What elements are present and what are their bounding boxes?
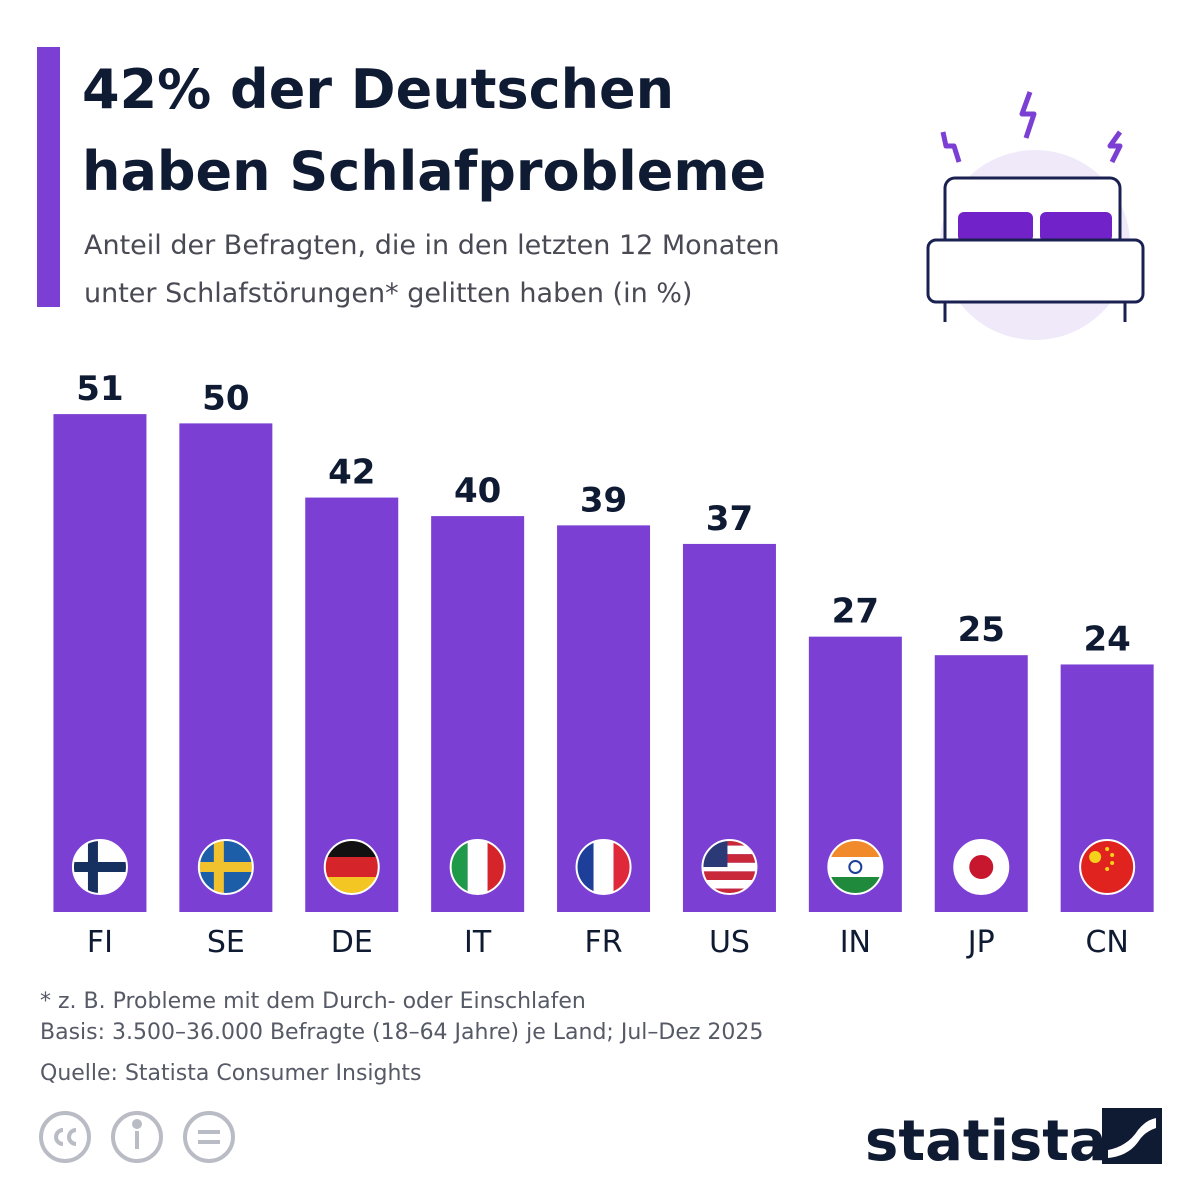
x-tick-label: IN (840, 925, 871, 960)
flag (1105, 867, 1110, 871)
flag (1080, 840, 1135, 894)
flag (848, 860, 863, 874)
x-tick-label: FI (87, 925, 113, 960)
license-icons (39, 1111, 235, 1163)
flag-icon (953, 839, 1010, 895)
value-label: 27 (832, 592, 879, 632)
x-tick-label: FR (584, 925, 622, 960)
flag (72, 840, 127, 894)
x-tick-label: US (709, 925, 750, 960)
brand-mark (1102, 1108, 1162, 1164)
brand-logo: statista (865, 1109, 1107, 1174)
flag-border (701, 839, 758, 895)
flag-icon (323, 839, 380, 895)
flag (954, 840, 1009, 894)
value-label: 39 (580, 480, 627, 520)
flag-icon (71, 839, 128, 895)
value-label: 25 (958, 610, 1005, 650)
bar (179, 423, 273, 912)
flag-icon (701, 839, 758, 895)
subtitle: Anteil der Befragten, die in den letzten… (84, 230, 780, 261)
flag (969, 855, 994, 879)
x-tick-label: CN (1085, 925, 1128, 960)
flag (467, 840, 488, 894)
flag (1110, 861, 1115, 865)
x-tick-label: SE (207, 925, 245, 960)
flag (828, 857, 883, 877)
x-tick-label: DE (331, 925, 373, 960)
flag-icon (827, 839, 884, 895)
chart-title: 42% der Deutschen (82, 58, 674, 121)
flag (1105, 847, 1110, 851)
flag (702, 840, 757, 846)
flag-icon (575, 839, 632, 895)
flag-icon (1079, 839, 1136, 895)
value-label: 24 (1083, 619, 1130, 659)
flag-border (323, 839, 380, 895)
flag-border (953, 839, 1010, 895)
flag (702, 888, 757, 894)
value-label: 42 (328, 453, 375, 493)
flag (593, 840, 614, 894)
x-tick-label: JP (966, 925, 995, 960)
value-label: 50 (202, 378, 249, 418)
footnote: * z. B. Probleme mit dem Durch- oder Ein… (40, 989, 586, 1014)
bar (53, 414, 147, 912)
footnote: Basis: 3.500–36.000 Befragte (18–64 Jahr… (40, 1020, 763, 1045)
flag-border (449, 839, 506, 895)
value-label: 37 (706, 499, 753, 539)
flag-border (827, 839, 884, 895)
x-tick-label: IT (464, 925, 492, 960)
flag (198, 840, 253, 894)
flag-border (575, 839, 632, 895)
flag (702, 880, 757, 889)
value-label: 40 (454, 471, 501, 511)
value-label: 51 (76, 369, 123, 409)
flag (324, 857, 379, 877)
flag-icon (449, 839, 506, 895)
flag (198, 862, 253, 872)
flag-border (71, 839, 128, 895)
flag (702, 845, 757, 855)
flag (72, 862, 127, 872)
flag (1110, 853, 1115, 857)
flag (702, 854, 757, 863)
flag-border (1079, 839, 1136, 895)
accent-bar (37, 47, 60, 307)
flag (702, 871, 757, 880)
chart-title: haben Schlafprobleme (82, 140, 766, 203)
flag (702, 862, 757, 872)
subtitle: unter Schlafstörungen* gelitten haben (i… (84, 278, 692, 309)
flag (1089, 851, 1102, 863)
flag-icon (197, 839, 254, 895)
flag-border (197, 839, 254, 895)
bed-icon (926, 91, 1145, 340)
source: Quelle: Statista Consumer Insights (40, 1061, 422, 1086)
